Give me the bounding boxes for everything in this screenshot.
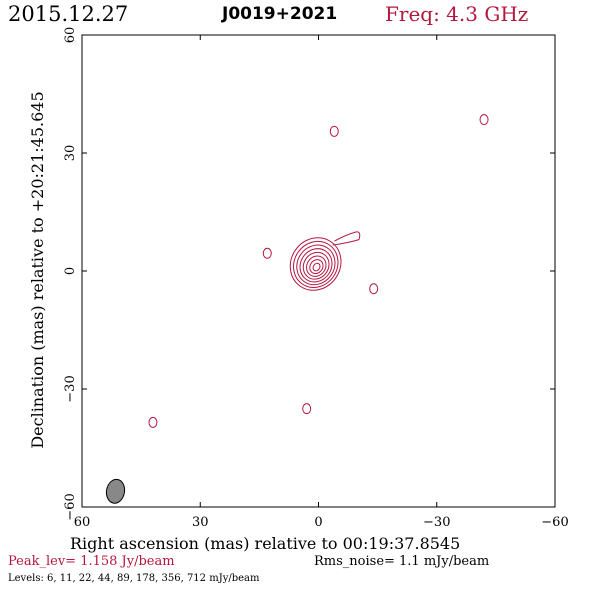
contour-ring xyxy=(306,255,327,277)
contour-ring xyxy=(299,248,333,283)
jet-contour xyxy=(332,231,361,246)
rms-noise: Rms_noise= 1.1 mJy/beam xyxy=(314,554,490,569)
contour-ring xyxy=(309,259,324,275)
contour-ring xyxy=(289,237,342,291)
beam-shape xyxy=(105,478,126,504)
axis-tick-labels: 60 30 0 −30 −60 −60 −30 0 30 60 xyxy=(63,27,569,530)
plot-frame xyxy=(81,34,556,508)
y-axis-label: Declination (mas) relative to +20:21:45.… xyxy=(28,91,47,449)
frequency-label: Freq: 4.3 GHz xyxy=(385,2,529,26)
axis-ticks xyxy=(81,34,556,508)
contour-island xyxy=(262,247,272,259)
y-tick-label: −30 xyxy=(63,375,78,402)
contour-island xyxy=(148,416,158,428)
x-axis-label: Right ascension (mas) relative to 00:19:… xyxy=(70,534,461,553)
peak-level: Peak_lev= 1.158 Jy/beam xyxy=(8,554,175,569)
y-tick-label: −60 xyxy=(63,493,78,520)
contour-ring xyxy=(302,251,330,280)
y-tick-label: 30 xyxy=(63,145,78,162)
contour-island xyxy=(369,283,379,295)
beam-ellipse xyxy=(105,478,126,504)
x-tick-label: −30 xyxy=(423,515,450,530)
contour-levels: Levels: 6, 11, 22, 44, 89, 178, 356, 712… xyxy=(8,573,260,584)
contour-island xyxy=(302,403,312,415)
contour-island xyxy=(479,114,489,126)
contour-lines xyxy=(148,114,489,428)
x-tick-label: −60 xyxy=(541,515,568,530)
y-tick-label: 60 xyxy=(63,27,78,44)
observation-date: 2015.12.27 xyxy=(8,2,129,26)
contour-ring xyxy=(312,262,321,272)
x-tick-label: 0 xyxy=(314,515,322,530)
contour-island xyxy=(329,125,339,137)
contour-ring xyxy=(296,244,336,286)
source-name: J0019+2021 xyxy=(222,4,338,24)
contour-ring xyxy=(293,240,339,288)
x-tick-label: 60 xyxy=(74,515,91,530)
x-tick-label: 30 xyxy=(192,515,209,530)
y-tick-label: 0 xyxy=(63,267,78,275)
